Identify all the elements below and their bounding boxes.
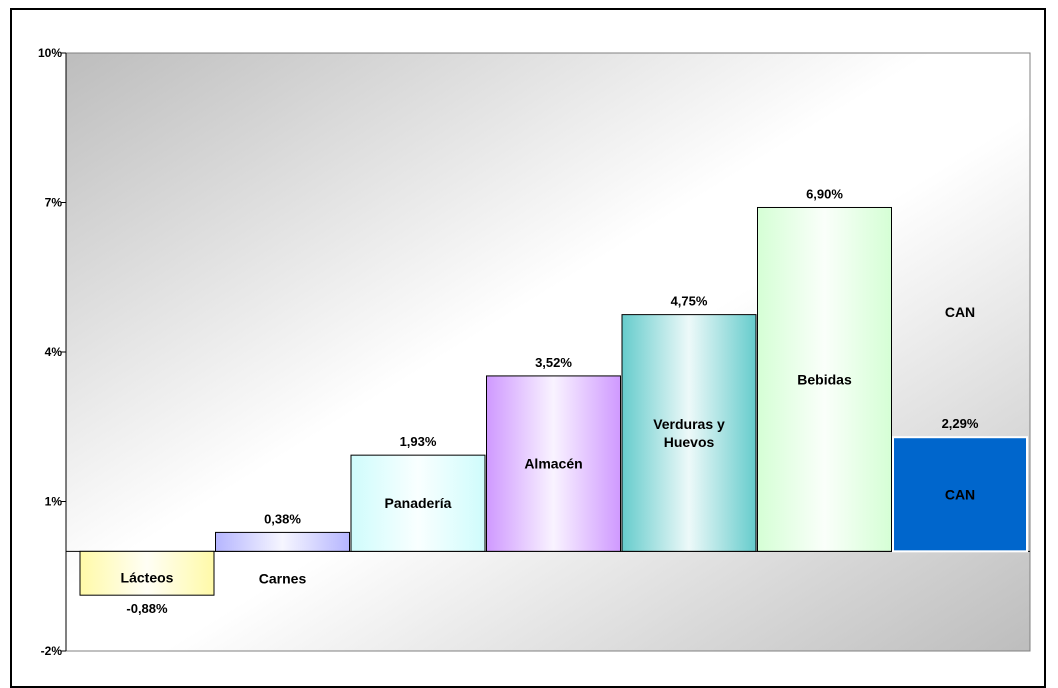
bar <box>486 375 621 552</box>
bar <box>350 454 486 552</box>
y-tick-label: -2% <box>41 644 63 658</box>
category-label: Verduras y Huevos <box>653 416 725 450</box>
category-label: Almacén <box>524 456 582 472</box>
category-label: Panadería <box>385 495 452 511</box>
category-label: Lácteos <box>121 569 174 585</box>
y-tick-label: 10% <box>38 46 62 60</box>
labels: -0,88% Lácteos 0,38% Carnes 1,93% Panadería 3,… <box>121 186 979 616</box>
data-label: 0,38% <box>264 511 301 526</box>
category-label: CAN <box>945 486 975 502</box>
data-label: 3,52% <box>535 355 572 370</box>
data-label: 1,93% <box>400 434 437 449</box>
data-label: 2,29% <box>942 416 979 431</box>
bar <box>215 531 350 552</box>
category-label: Carnes <box>259 570 307 586</box>
bars <box>79 206 1028 596</box>
data-label: 4,75% <box>671 294 708 309</box>
faint-label: CAN <box>945 304 975 320</box>
bar <box>79 550 215 596</box>
data-label: -0,88% <box>126 601 168 616</box>
category-label: Bebidas <box>797 371 852 387</box>
y-tick-label: 4% <box>45 345 63 359</box>
y-tick-label: 1% <box>45 495 63 509</box>
bar <box>757 206 892 552</box>
bar <box>621 314 757 552</box>
bar <box>892 436 1028 553</box>
data-label: 6,90% <box>806 186 843 201</box>
y-tick-label: 7% <box>45 196 63 210</box>
